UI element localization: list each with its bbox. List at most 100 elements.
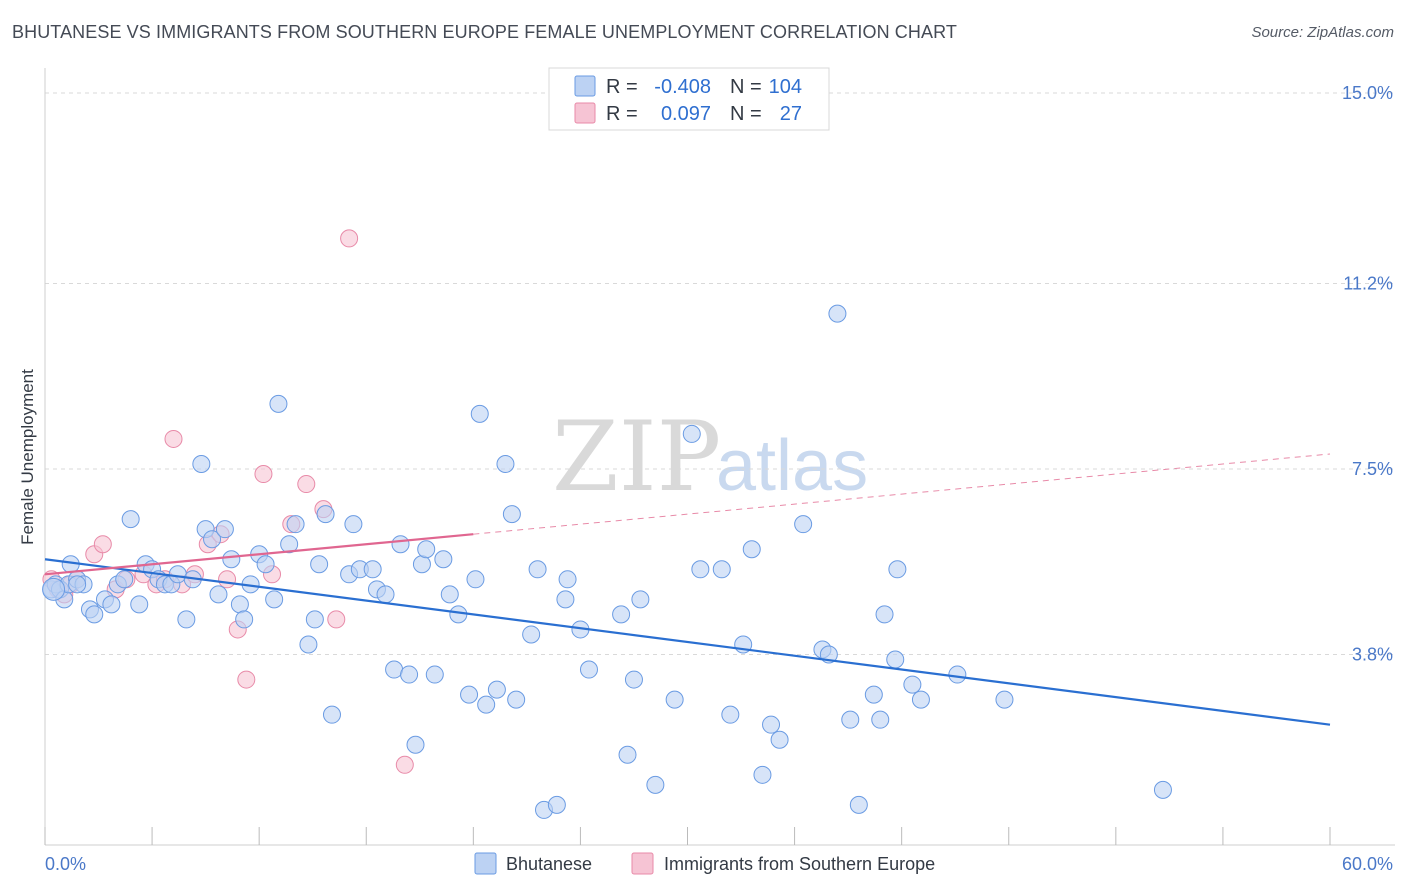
data-point-bhutanese [665, 690, 684, 709]
data-point-bhutanese [864, 685, 883, 704]
data-point-bhutanese [841, 710, 860, 729]
data-point-bhutanese [449, 605, 468, 624]
data-point-bhutanese [299, 635, 318, 654]
data-point-bhutanese [400, 665, 419, 684]
data-point-bhutanese [286, 515, 305, 534]
data-point-bhutanese [487, 680, 506, 699]
data-point-bhutanese [794, 515, 813, 534]
data-point-bhutanese [995, 690, 1014, 709]
legend-r-label-1: R = [606, 76, 638, 98]
data-point-southern-europe [340, 229, 359, 248]
data-point-bhutanese [209, 585, 228, 604]
y-tick-labels: 3.8% 7.5% 11.2% 15.0% [1342, 83, 1393, 664]
data-point-bhutanese [363, 560, 382, 579]
data-point-bhutanese [466, 570, 485, 589]
data-point-southern-europe [297, 475, 316, 494]
data-point-bhutanese [849, 795, 868, 814]
data-point-bhutanese [496, 455, 515, 474]
data-point-southern-europe [395, 755, 414, 774]
data-point-bhutanese [828, 304, 847, 323]
data-point-bhutanese [230, 595, 249, 614]
data-point-bhutanese [721, 705, 740, 724]
series-legend: Bhutanese Immigrants from Southern Europ… [474, 852, 935, 875]
data-point-bhutanese [391, 535, 410, 554]
bottom-legend-swatch-bhutanese [474, 852, 497, 875]
y-tick-label: 11.2% [1343, 274, 1393, 294]
data-point-bhutanese [434, 550, 453, 569]
data-point-bhutanese [753, 765, 772, 784]
data-point-bhutanese [417, 540, 436, 559]
data-point-bhutanese [192, 455, 211, 474]
data-point-bhutanese [646, 775, 665, 794]
legend-n-value-1: 104 [769, 76, 802, 98]
data-point-bhutanese [871, 710, 890, 729]
data-point-southern-europe [164, 429, 183, 448]
bottom-legend-swatch-southern-europe [631, 852, 654, 875]
data-point-bhutanese [579, 660, 598, 679]
data-point-bhutanese [222, 550, 241, 569]
chart-title: BHUTANESE VS IMMIGRANTS FROM SOUTHERN EU… [12, 22, 957, 42]
source-label: Source: ZipAtlas.com [1251, 24, 1394, 41]
data-point-bhutanese [376, 585, 395, 604]
trend-line-southern-europe [44, 533, 474, 576]
y-tick-label: 3.8% [1352, 645, 1393, 665]
legend-swatch-bhutanese [574, 75, 596, 97]
legend-r-value-2: 0.097 [661, 103, 711, 125]
data-point-bhutanese [875, 605, 894, 624]
data-point-bhutanese [624, 670, 643, 689]
trend-lines [44, 453, 1331, 726]
trend-line-southern-europe-extension [473, 453, 1331, 535]
axes [44, 68, 1395, 846]
data-point-bhutanese [631, 590, 650, 609]
bottom-legend-label-southern-europe: Immigrants from Southern Europe [664, 854, 935, 874]
data-point-bhutanese [130, 595, 149, 614]
data-point-bhutanese [168, 565, 187, 584]
data-point-bhutanese [502, 505, 521, 524]
data-point-bhutanese [762, 715, 781, 734]
data-point-bhutanese [85, 605, 104, 624]
data-point-southern-europe [327, 610, 346, 629]
data-point-bhutanese [316, 505, 335, 524]
watermark-zip: ZIP [552, 401, 721, 513]
data-point-bhutanese [177, 610, 196, 629]
data-point-bhutanese [742, 540, 761, 559]
data-point-bhutanese [470, 404, 489, 423]
data-point-bhutanese [522, 625, 541, 644]
data-point-southern-europe [218, 570, 237, 589]
y-tick-label: 15.0% [1342, 83, 1393, 103]
data-point-bhutanese [425, 665, 444, 684]
data-point-bhutanese [770, 730, 789, 749]
data-point-bhutanese [911, 690, 930, 709]
stats-legend: R = -0.408 N = 104 R = 0.097 N = 27 [548, 67, 830, 131]
legend-r-value-1: -0.408 [654, 76, 711, 98]
data-point-bhutanese [691, 560, 710, 579]
data-point-bhutanese [460, 685, 479, 704]
data-point-bhutanese [256, 555, 275, 574]
series-bhutanese-points [42, 304, 1172, 819]
data-point-bhutanese [558, 570, 577, 589]
data-point-southern-europe [254, 465, 273, 484]
bottom-legend-label-bhutanese: Bhutanese [506, 854, 592, 874]
y-axis-label: Female Unemployment [18, 369, 37, 545]
data-point-bhutanese [265, 590, 284, 609]
legend-n-label-2: N = [730, 103, 762, 125]
data-point-bhutanese [322, 705, 341, 724]
data-point-bhutanese [269, 394, 288, 413]
data-point-bhutanese [406, 735, 425, 754]
data-point-bhutanese [948, 665, 967, 684]
data-point-bhutanese [712, 560, 731, 579]
data-point-bhutanese [528, 560, 547, 579]
legend-n-value-2: 27 [780, 103, 802, 125]
data-point-bhutanese [507, 690, 526, 709]
data-point-bhutanese [215, 520, 234, 539]
data-point-bhutanese [888, 560, 907, 579]
data-point-bhutanese [886, 650, 905, 669]
data-point-bhutanese [235, 610, 254, 629]
data-point-bhutanese [102, 595, 121, 614]
watermark-atlas: atlas [716, 426, 868, 506]
data-point-bhutanese [903, 675, 922, 694]
data-point-bhutanese [344, 515, 363, 534]
legend-r-label-2: R = [606, 103, 638, 125]
legend-n-label-1: N = [730, 76, 762, 98]
